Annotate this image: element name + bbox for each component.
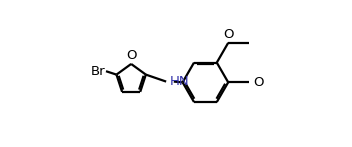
Text: O: O	[253, 76, 264, 89]
Text: O: O	[223, 28, 233, 41]
Text: HN: HN	[169, 75, 189, 88]
Text: Br: Br	[91, 65, 105, 78]
Text: O: O	[126, 49, 137, 62]
